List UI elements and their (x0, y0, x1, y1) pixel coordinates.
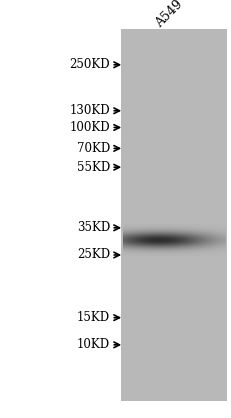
Bar (120, 29, 226, 401)
Text: 35KD: 35KD (77, 221, 110, 234)
Text: 55KD: 55KD (77, 161, 110, 174)
Text: 25KD: 25KD (77, 248, 110, 262)
Text: 15KD: 15KD (77, 311, 110, 324)
Text: 250KD: 250KD (69, 58, 110, 71)
Text: 70KD: 70KD (77, 142, 110, 155)
Text: A549: A549 (152, 0, 185, 31)
Text: 10KD: 10KD (77, 338, 110, 352)
Text: 100KD: 100KD (69, 121, 110, 134)
Text: 130KD: 130KD (69, 104, 110, 117)
